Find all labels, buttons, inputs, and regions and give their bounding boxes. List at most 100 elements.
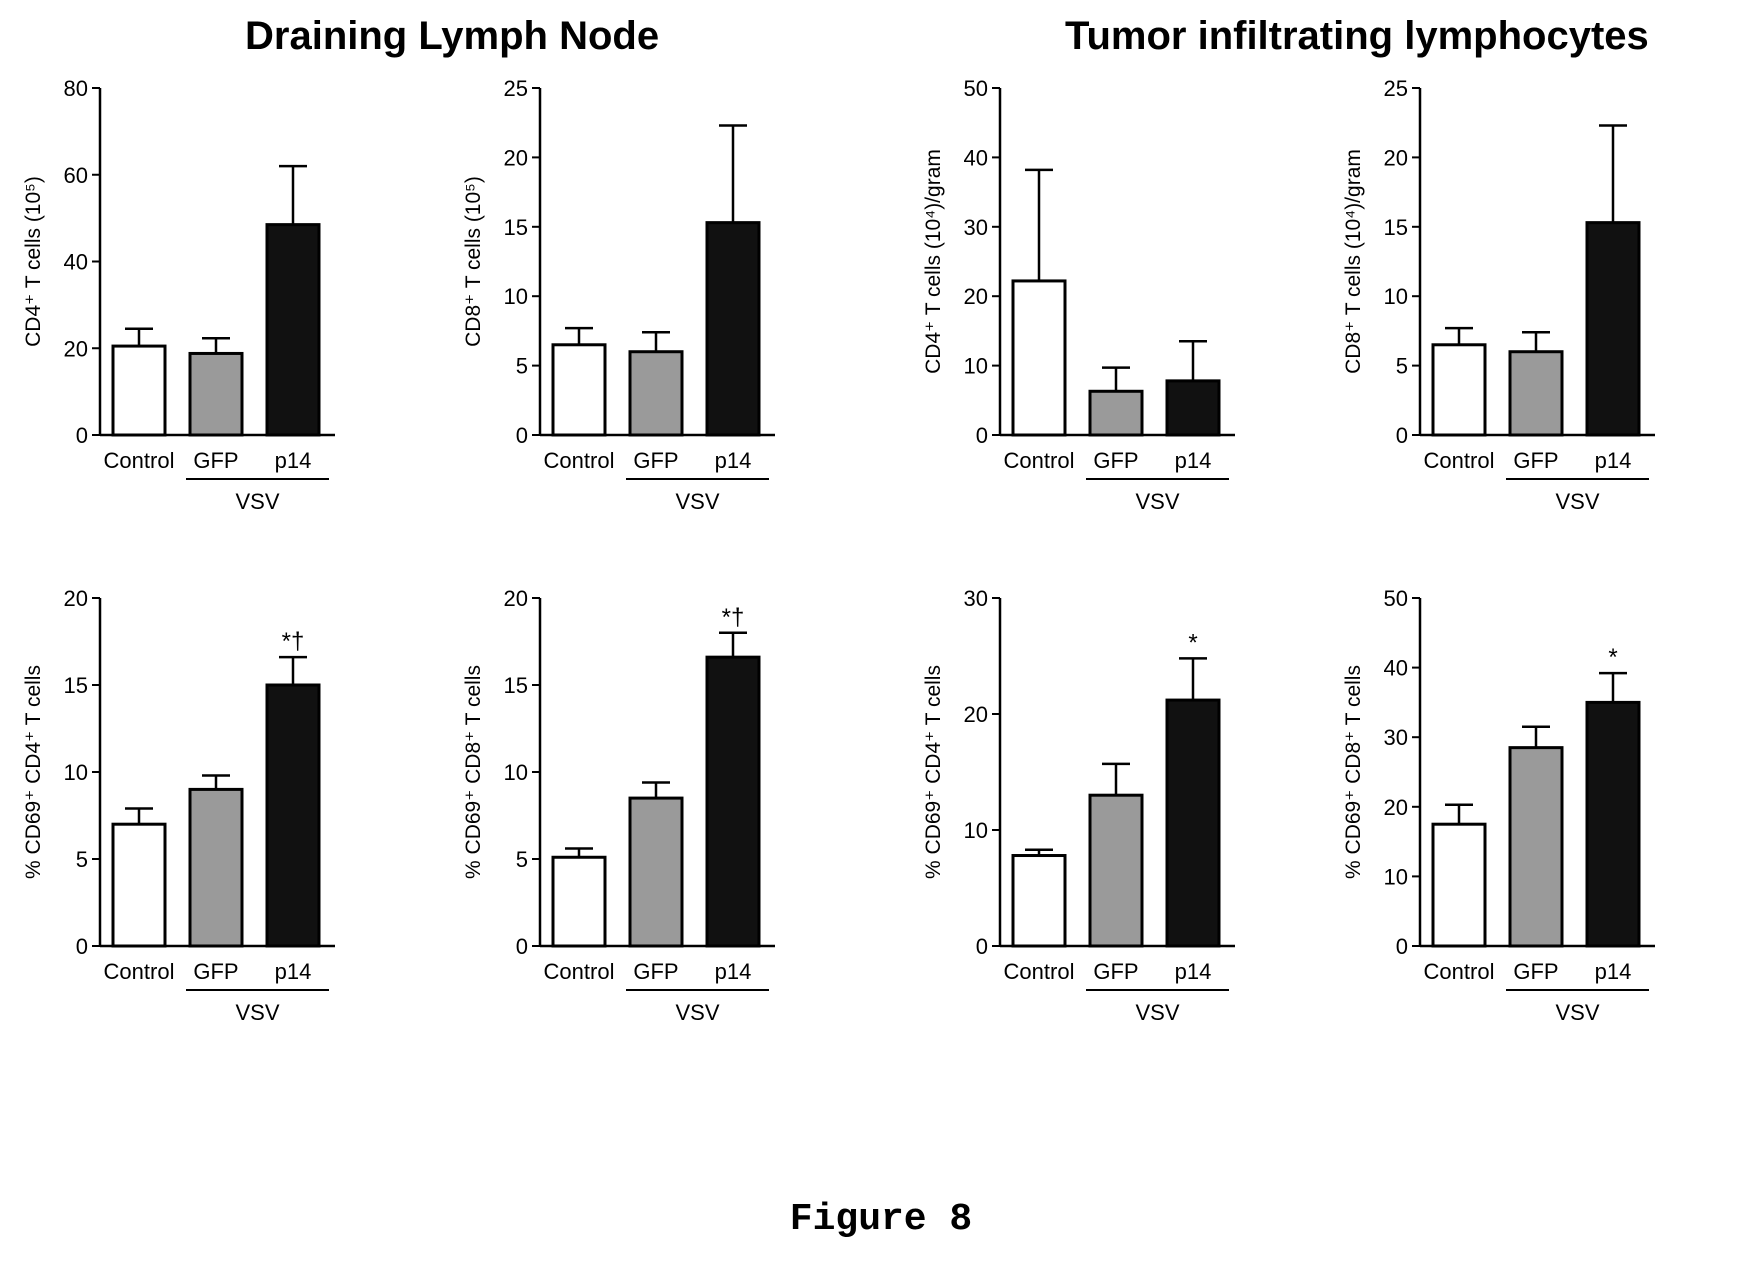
chart-til-cd69-cd8: 0 10 20 30 40 50 % CD69⁺ CD8⁺ T cells * Control G… (1342, 586, 1655, 1025)
y-tick-label: 10 (64, 760, 88, 785)
y-tick-label: 30 (964, 215, 988, 240)
y-tick-label: 40 (964, 145, 988, 170)
bar-control (1011, 854, 1067, 948)
group-label: VSV (675, 1000, 719, 1025)
bar-p14 (705, 221, 761, 437)
x-tick-label-p14: p14 (275, 959, 312, 984)
y-axis-label: CD8⁺ T cells (10⁵) (462, 176, 485, 347)
y-tick-label: 30 (1384, 725, 1408, 750)
y-axis-label: % CD69⁺ CD8⁺ T cells (1342, 665, 1365, 879)
y-axis-label: CD8⁺ T cells (10⁴)/gram (1342, 149, 1365, 374)
bar-control (111, 822, 167, 948)
x-tick-label-gfp: GFP (633, 959, 678, 984)
bar-gfp (1508, 350, 1564, 437)
y-tick-label: 5 (1396, 354, 1408, 379)
y-tick-label: 15 (1384, 215, 1408, 240)
bar-control (1011, 279, 1067, 437)
y-tick-label: 30 (964, 586, 988, 611)
y-axis-label: % CD69⁺ CD4⁺ T cells (922, 665, 945, 879)
bar-gfp (1508, 746, 1564, 948)
y-tick-label: 20 (1384, 795, 1408, 820)
x-tick-label-p14: p14 (715, 448, 752, 473)
y-tick-label: 10 (964, 354, 988, 379)
group-label: VSV (1135, 1000, 1179, 1025)
bar-control (1431, 343, 1487, 437)
x-tick-label-gfp: GFP (633, 448, 678, 473)
y-tick-label: 50 (1384, 586, 1408, 611)
y-tick-label: 0 (76, 934, 88, 959)
chart-dln-cd4-count: 0 20 40 60 80 CD4⁺ T cells (10⁵) Control GFP p14… (22, 76, 335, 514)
y-tick-label: 40 (64, 250, 88, 275)
x-tick-label-p14: p14 (715, 959, 752, 984)
group-label: VSV (1555, 489, 1599, 514)
y-tick-label: 5 (516, 847, 528, 872)
x-tick-label-p14: p14 (1175, 448, 1212, 473)
bar-control (1431, 822, 1487, 948)
section-title-draining-lymph-node: Draining Lymph Node (245, 14, 660, 58)
y-tick-label: 25 (504, 76, 528, 101)
bar-p14 (1585, 700, 1641, 948)
bar-gfp (188, 787, 244, 948)
y-tick-label: 20 (964, 284, 988, 309)
bar-p14 (265, 223, 321, 437)
x-tick-label-gfp: GFP (193, 448, 238, 473)
group-label: VSV (235, 489, 279, 514)
y-tick-label: 10 (964, 818, 988, 843)
bar-control (111, 344, 167, 437)
x-tick-label-p14: p14 (1175, 959, 1212, 984)
figure-caption: Figure 8 (789, 1198, 973, 1241)
bar-gfp (188, 351, 244, 437)
chart-til-cd8-per-gram: 0 5 10 15 20 25 CD8⁺ T cells (10⁴)/gram Control… (1342, 76, 1655, 514)
y-tick-label: 15 (504, 673, 528, 698)
group-label: VSV (1135, 489, 1179, 514)
y-tick-label: 0 (1396, 423, 1408, 448)
x-tick-label-control: Control (1424, 959, 1495, 984)
y-axis-label: CD4⁺ T cells (10⁵) (22, 176, 45, 347)
y-tick-label: 0 (516, 934, 528, 959)
y-tick-label: 10 (1384, 864, 1408, 889)
y-tick-label: 20 (504, 586, 528, 611)
y-tick-label: 15 (504, 215, 528, 240)
bar-gfp (628, 796, 684, 948)
bar-p14 (1585, 221, 1641, 437)
group-label: VSV (1555, 1000, 1599, 1025)
y-tick-label: 20 (964, 702, 988, 727)
bar-p14 (1165, 698, 1221, 948)
x-tick-label-control: Control (1004, 959, 1075, 984)
y-axis-label: % CD69⁺ CD4⁺ T cells (22, 665, 45, 879)
bar-p14 (265, 683, 321, 948)
y-tick-label: 20 (64, 586, 88, 611)
y-axis-label: % CD69⁺ CD8⁺ T cells (462, 665, 485, 879)
x-tick-label-gfp: GFP (1513, 959, 1558, 984)
x-tick-label-gfp: GFP (193, 959, 238, 984)
x-tick-label-gfp: GFP (1093, 448, 1138, 473)
y-axis-label: CD4⁺ T cells (10⁴)/gram (922, 149, 945, 374)
bar-gfp (1088, 793, 1144, 948)
x-tick-label-p14: p14 (1595, 448, 1632, 473)
bar-gfp (628, 350, 684, 437)
y-tick-label: 10 (504, 284, 528, 309)
x-tick-label-p14: p14 (1595, 959, 1632, 984)
y-tick-label: 0 (516, 423, 528, 448)
x-tick-label-p14: p14 (275, 448, 312, 473)
x-tick-label-control: Control (1004, 448, 1075, 473)
significance-marker: * (1608, 644, 1617, 671)
y-tick-label: 10 (1384, 284, 1408, 309)
significance-marker: * (1188, 629, 1197, 656)
y-tick-label: 20 (64, 336, 88, 361)
significance-marker: *† (282, 628, 305, 655)
y-tick-label: 10 (504, 760, 528, 785)
bar-gfp (1088, 389, 1144, 437)
bar-p14 (1165, 379, 1221, 437)
group-label: VSV (675, 489, 719, 514)
section-title-tumor-infiltrating-lymphocytes: Tumor infiltrating lymphocytes (1065, 14, 1649, 58)
bar-control (551, 343, 607, 437)
bar-control (551, 855, 607, 948)
x-tick-label-gfp: GFP (1513, 448, 1558, 473)
y-tick-label: 50 (964, 76, 988, 101)
chart-dln-cd8-count: 0 5 10 15 20 25 CD8⁺ T cells (10⁵) Control GFP p1… (462, 76, 775, 514)
x-tick-label-control: Control (544, 959, 615, 984)
x-tick-label-control: Control (104, 959, 175, 984)
y-tick-label: 0 (76, 423, 88, 448)
significance-marker: *† (722, 604, 745, 631)
